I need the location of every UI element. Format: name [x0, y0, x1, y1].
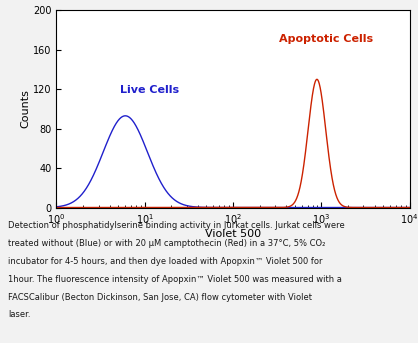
X-axis label: Violet 500: Violet 500: [205, 229, 261, 239]
Text: treated without (Blue) or with 20 μM camptothecin (Red) in a 37°C, 5% CO₂: treated without (Blue) or with 20 μM cam…: [8, 239, 326, 248]
Y-axis label: Counts: Counts: [20, 90, 30, 128]
Text: laser.: laser.: [8, 310, 31, 319]
Text: Detection of phosphatidylserine binding activity in Jurkat cells. Jurkat cells w: Detection of phosphatidylserine binding …: [8, 221, 345, 230]
Text: 1hour. The fluorescence intensity of Apopxin™ Violet 500 was measured with a: 1hour. The fluorescence intensity of Apo…: [8, 275, 342, 284]
Text: Live Cells: Live Cells: [120, 85, 179, 95]
Text: incubator for 4-5 hours, and then dye loaded with Apopxin™ Violet 500 for: incubator for 4-5 hours, and then dye lo…: [8, 257, 323, 266]
Text: FACSCalibur (Becton Dickinson, San Jose, CA) flow cytometer with Violet: FACSCalibur (Becton Dickinson, San Jose,…: [8, 293, 312, 301]
Text: Apoptotic Cells: Apoptotic Cells: [279, 34, 373, 44]
